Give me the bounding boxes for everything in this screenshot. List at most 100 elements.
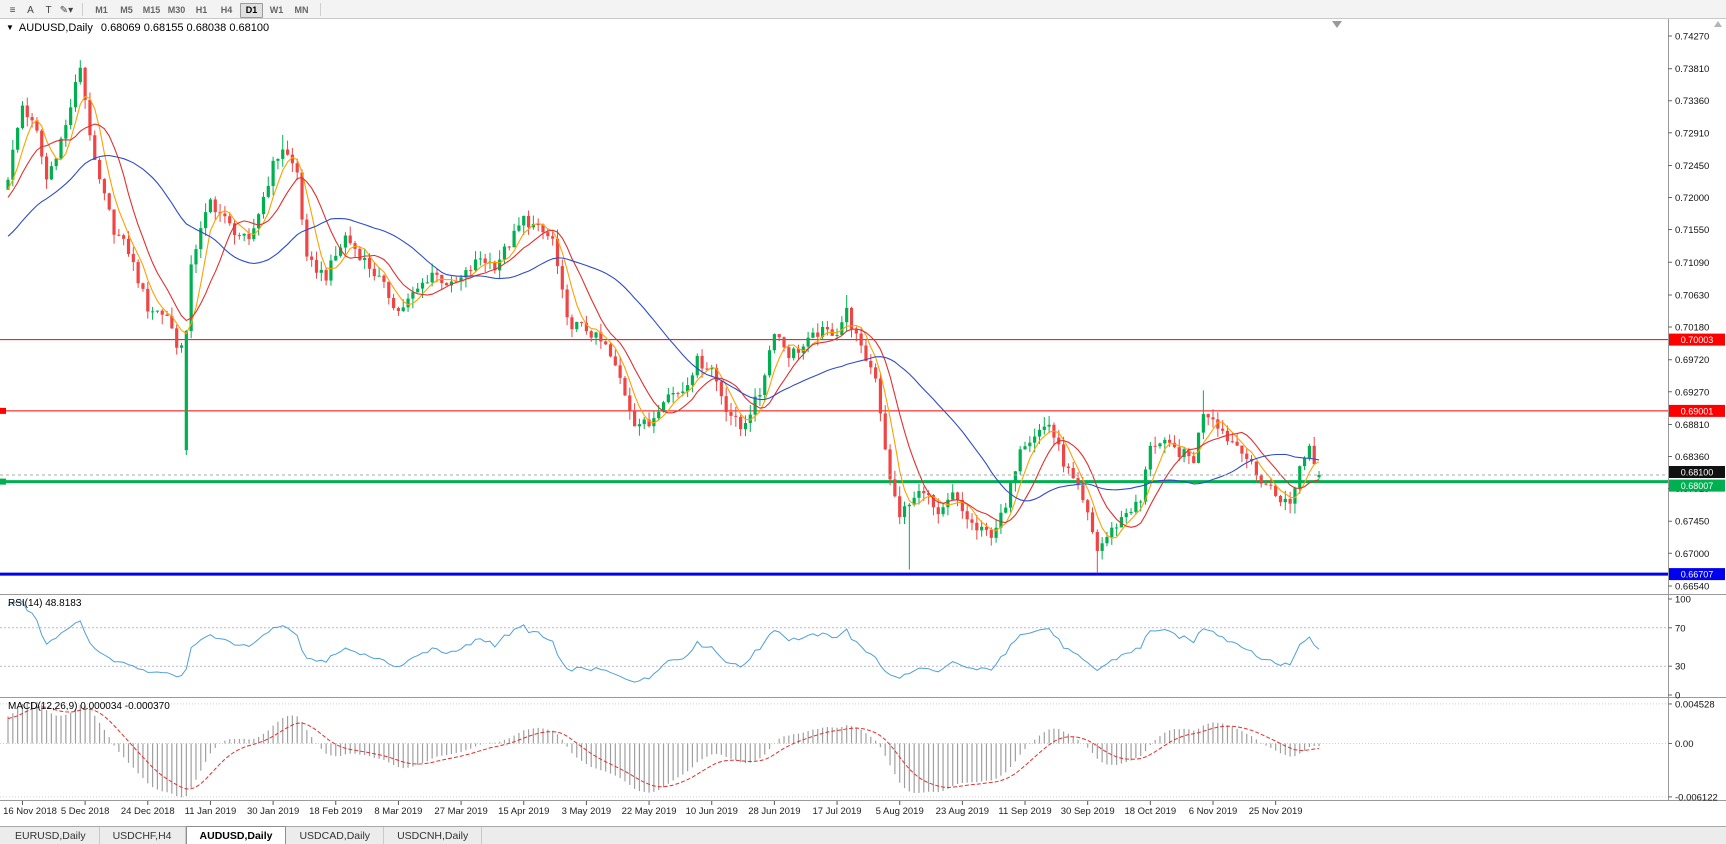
candle-body <box>541 224 545 233</box>
candle-body <box>83 67 87 100</box>
candle-body <box>261 196 266 215</box>
candle-body <box>1240 445 1244 454</box>
timeframe-button-h4[interactable]: H4 <box>220 5 233 15</box>
candle-body <box>179 345 184 348</box>
candle-body <box>1187 449 1191 457</box>
candle-body <box>1163 439 1167 444</box>
candle-body <box>628 395 632 411</box>
quick-trade-arrow-icon[interactable]: ▼ <box>6 23 14 32</box>
candle-body <box>1274 485 1278 496</box>
candle-body <box>459 277 463 282</box>
candle-body <box>445 283 449 286</box>
candle-body <box>1105 537 1109 544</box>
candle-body <box>6 179 10 190</box>
timeframe-button-w1[interactable]: W1 <box>269 5 284 15</box>
scale-arrow-icon[interactable] <box>1714 21 1722 27</box>
rsi-axis-label: 100 <box>1675 595 1691 606</box>
chart-tab-usdcnh[interactable]: USDCNH,Daily <box>384 827 483 844</box>
candle-body <box>232 223 237 236</box>
candle-body <box>1066 466 1070 469</box>
candle-body <box>208 199 213 213</box>
chart-tab-eurusd[interactable]: EURUSD,Daily <box>2 827 100 844</box>
candle-body <box>1143 469 1148 502</box>
timeframe-button-h1[interactable]: H1 <box>195 5 208 15</box>
candle-body <box>1028 442 1032 447</box>
candle-body <box>758 395 762 397</box>
current-price-badge <box>1669 465 1725 478</box>
candle-body <box>893 479 897 497</box>
candle-body <box>575 321 579 330</box>
candle-body <box>1172 442 1177 448</box>
timeframe-button-m1[interactable]: M1 <box>95 5 108 15</box>
candle-body <box>763 375 767 396</box>
candle-body <box>1018 449 1022 472</box>
rsi-axis-label: 70 <box>1675 623 1686 634</box>
candle-body <box>835 334 839 336</box>
level-badge-label: 0.66707 <box>1681 570 1714 580</box>
candle-body <box>820 327 825 337</box>
chart-shift-marker <box>1332 21 1342 28</box>
candle-body <box>1124 513 1128 518</box>
candle-body <box>59 138 63 159</box>
candle-body <box>305 219 309 257</box>
candle-body <box>1148 445 1152 470</box>
level-anchor[interactable] <box>0 478 6 485</box>
candle-body <box>1071 468 1075 479</box>
candle-body <box>189 264 193 332</box>
timeframe-button-m30[interactable]: M30 <box>167 5 186 15</box>
candle-body <box>406 298 410 308</box>
candle-body <box>1134 501 1138 512</box>
candle-body <box>955 492 960 500</box>
draw-tool-dropdown[interactable]: ✎▾ <box>59 5 74 16</box>
text-tool-t[interactable]: T <box>45 5 52 16</box>
candle-body <box>729 412 733 416</box>
candle-body <box>257 214 261 229</box>
chart-tab-audusd[interactable]: AUDUSD,Daily <box>185 826 287 844</box>
chart-menu-icon[interactable]: ≡ <box>9 5 16 16</box>
candle-body <box>1061 444 1066 467</box>
macd-axis-label: 0.00 <box>1675 739 1694 750</box>
timeframe-button-d1[interactable]: D1 <box>240 2 263 18</box>
candle-body <box>772 334 776 351</box>
candle-body <box>151 311 155 313</box>
candle-body <box>642 419 646 425</box>
candle-body <box>546 232 550 237</box>
candle-body <box>170 315 174 329</box>
timeframe-button-m15[interactable]: M15 <box>142 5 161 15</box>
candle-body <box>1216 419 1220 429</box>
level-anchor[interactable] <box>0 407 6 414</box>
timeframe-button-mn[interactable]: MN <box>294 5 309 15</box>
level-badge <box>1669 568 1725 581</box>
candle-body <box>724 396 728 413</box>
cursor-tool-a[interactable]: A <box>27 5 34 16</box>
candle-body <box>358 248 362 261</box>
timeframe-button-m5[interactable]: M5 <box>120 5 133 15</box>
date-label: 30 Jan 2019 <box>247 806 299 817</box>
candle-body <box>946 499 950 508</box>
candle-body <box>734 415 738 417</box>
candle-body <box>382 275 386 282</box>
candle-body <box>700 355 704 369</box>
candle-body <box>1004 507 1008 513</box>
candle-body <box>782 337 786 348</box>
candle-body <box>994 527 998 538</box>
price-tick-label: 0.68360 <box>1675 452 1709 463</box>
candle-body <box>11 149 15 180</box>
candle-body <box>883 413 887 450</box>
candle-body <box>526 215 531 228</box>
rsi-indicator-label: RSI(14) 48.8183 <box>8 598 82 609</box>
candle-body <box>854 328 858 334</box>
candle-body <box>989 529 993 538</box>
chart-tab-usdchf[interactable]: USDCHF,H4 <box>99 827 186 844</box>
candle-body <box>40 130 44 157</box>
candle-body <box>295 163 299 173</box>
candle-body <box>324 269 328 281</box>
candle-body <box>710 367 714 370</box>
candle-body <box>1264 483 1268 485</box>
candle-body <box>285 149 290 155</box>
candle-body <box>319 269 323 273</box>
chart-tab-usdcad[interactable]: USDCAD,Daily <box>286 827 385 844</box>
rsi-axis-label: 0 <box>1675 691 1680 702</box>
